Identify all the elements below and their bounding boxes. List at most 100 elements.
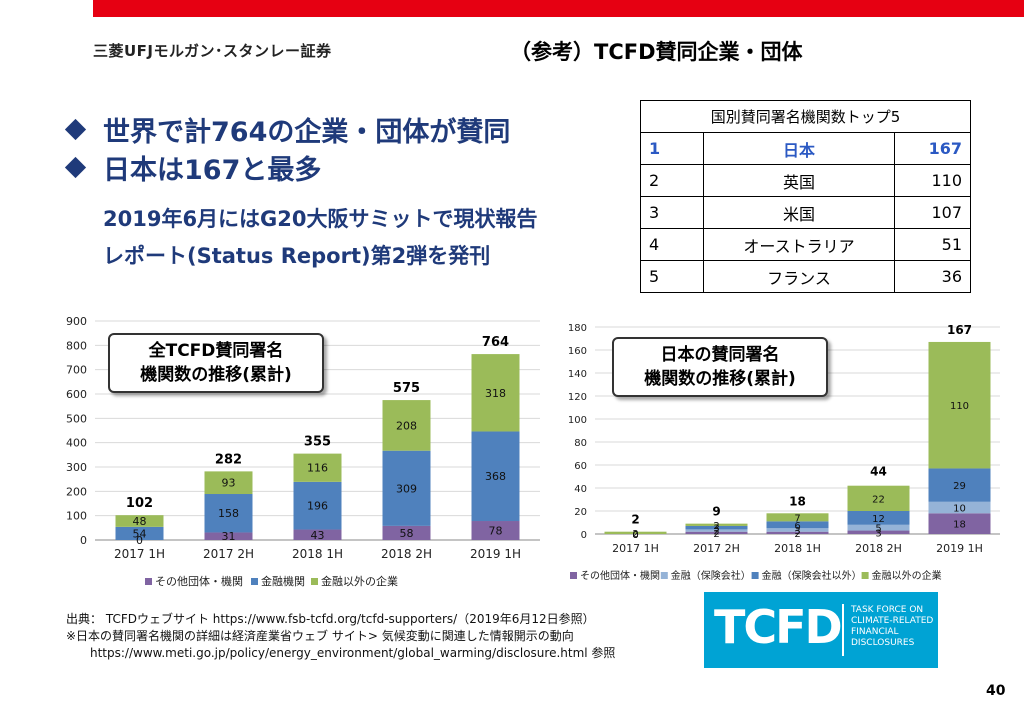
data-label: 2 (713, 527, 719, 538)
x-tick-label: 2018 1H (292, 547, 343, 561)
y-tick-label: 700 (66, 364, 87, 377)
country-cell: 英国 (703, 164, 895, 197)
legend-swatch (145, 578, 152, 585)
bar-segment (471, 431, 520, 522)
legend-swatch (751, 572, 759, 579)
bar-segment (766, 513, 829, 522)
data-label: 158 (218, 507, 239, 520)
legend-label: 金融以外の企業 (872, 569, 942, 582)
y-tick-label: 80 (574, 438, 587, 449)
data-label: 3 (713, 524, 719, 535)
bar-segment (766, 531, 829, 534)
bar-segment (847, 511, 910, 525)
total-label: 44 (870, 464, 887, 478)
data-label: 0 (136, 534, 143, 547)
y-tick-label: 0 (80, 534, 87, 547)
total-label: 575 (393, 381, 420, 396)
data-label: 116 (307, 462, 328, 475)
bar-segment (766, 528, 829, 532)
bar-segment (685, 529, 748, 532)
y-tick-label: 300 (66, 461, 87, 474)
table-row: 4 オーストラリア 51 (640, 228, 971, 261)
table-row: 2 英国 110 (640, 164, 971, 197)
total-label: 102 (126, 496, 153, 511)
data-label: 0 (632, 530, 638, 541)
count-cell: 110 (894, 164, 971, 197)
source-note: ※日本の賛同署名機関の詳細は経済産業省ウェブ サイト> 気候変動に関連した情報開… (66, 629, 574, 643)
y-tick-label: 200 (66, 485, 87, 498)
bar-segment (293, 481, 342, 530)
data-label: 43 (311, 529, 325, 542)
data-label: 7 (794, 513, 800, 524)
bar-segment (115, 526, 164, 540)
x-tick-label: 2017 1H (612, 542, 659, 555)
y-tick-label: 400 (66, 437, 87, 450)
data-label: 2 (794, 529, 800, 540)
count-cell: 51 (894, 228, 971, 261)
data-label: 58 (400, 527, 414, 540)
country-cell: フランス (703, 260, 895, 293)
x-tick-label: 2018 2H (855, 542, 902, 555)
data-label: 0 (632, 530, 638, 541)
data-label: 18 (953, 520, 966, 531)
x-tick-label: 2018 1H (774, 542, 821, 555)
count-cell: 107 (894, 196, 971, 229)
country-cell: 日本 (703, 132, 895, 165)
y-tick-label: 120 (568, 392, 587, 403)
global-signatories-chart: 0100200300400500600700800900054481022017… (66, 315, 540, 588)
data-label: 22 (872, 494, 885, 505)
data-label: 196 (307, 500, 328, 513)
bar-segment (685, 531, 748, 534)
data-label: 78 (489, 525, 503, 538)
data-label: 208 (396, 419, 417, 432)
x-tick-label: 2017 2H (693, 542, 740, 555)
y-tick-label: 140 (568, 369, 587, 380)
tcfd-logo-divider (842, 604, 844, 656)
source-link: https://www.meti.go.jp/policy/energy_env… (90, 646, 616, 660)
bar-segment (928, 501, 991, 514)
total-label: 2 (631, 513, 639, 527)
x-tick-label: 2019 1H (936, 542, 983, 555)
bar-segment (766, 521, 829, 529)
subtext-line: レポート(Status Report)第2弾を発刊 (103, 244, 491, 268)
bar-segment (382, 525, 431, 540)
ranking-table: 国別賛同署名機関数トップ5 1 日本 167 2 英国 110 3 米国 107… (640, 100, 971, 293)
bar-segment (204, 471, 253, 495)
data-label: 0 (632, 530, 638, 541)
data-label: 2 (632, 529, 638, 540)
top-red-bar (93, 0, 1024, 17)
x-tick-label: 2019 1H (470, 547, 521, 561)
rank-cell: 4 (640, 228, 704, 261)
data-label: 54 (133, 527, 147, 540)
y-tick-label: 900 (66, 315, 87, 328)
country-cell: 米国 (703, 196, 895, 229)
data-label: 309 (396, 482, 417, 495)
data-label: 29 (953, 481, 966, 492)
bar-segment (685, 525, 748, 530)
data-label: 31 (222, 530, 236, 543)
legend-label: その他団体・機関 (155, 574, 243, 588)
country-cell: オーストラリア (703, 228, 895, 261)
company-logo: 三菱UFJモルガン･スタンレー証券 (93, 42, 332, 60)
bullet-item: 世界で計764の企業・団体が賛同 (62, 110, 510, 148)
x-tick-label: 2017 1H (114, 547, 165, 561)
tcfd-logo-text: TASK FORCE ON CLIMATE-RELATED FINANCIAL … (851, 605, 934, 648)
total-label: 18 (789, 494, 806, 508)
bar-segment (293, 529, 342, 540)
y-tick-label: 180 (568, 323, 587, 334)
bar-segment (382, 450, 431, 526)
page-title: （参考）TCFD賛同企業・団体 (510, 40, 803, 64)
legend-label: 金融機関 (261, 574, 305, 588)
tcfd-logo-mark: TCFD (714, 600, 843, 654)
total-label: 167 (947, 323, 972, 337)
japan-chart-callout: 日本の賛同署名 機関数の推移(累計) (612, 337, 828, 397)
bar-segment (382, 400, 431, 451)
bar-segment (471, 521, 520, 540)
bar-segment (847, 524, 910, 531)
bar-segment (847, 485, 910, 511)
rank-cell: 1 (640, 132, 704, 165)
bar-segment (928, 341, 991, 469)
y-tick-label: 0 (581, 530, 587, 541)
data-label: 3 (875, 528, 881, 539)
y-tick-label: 500 (66, 412, 87, 425)
